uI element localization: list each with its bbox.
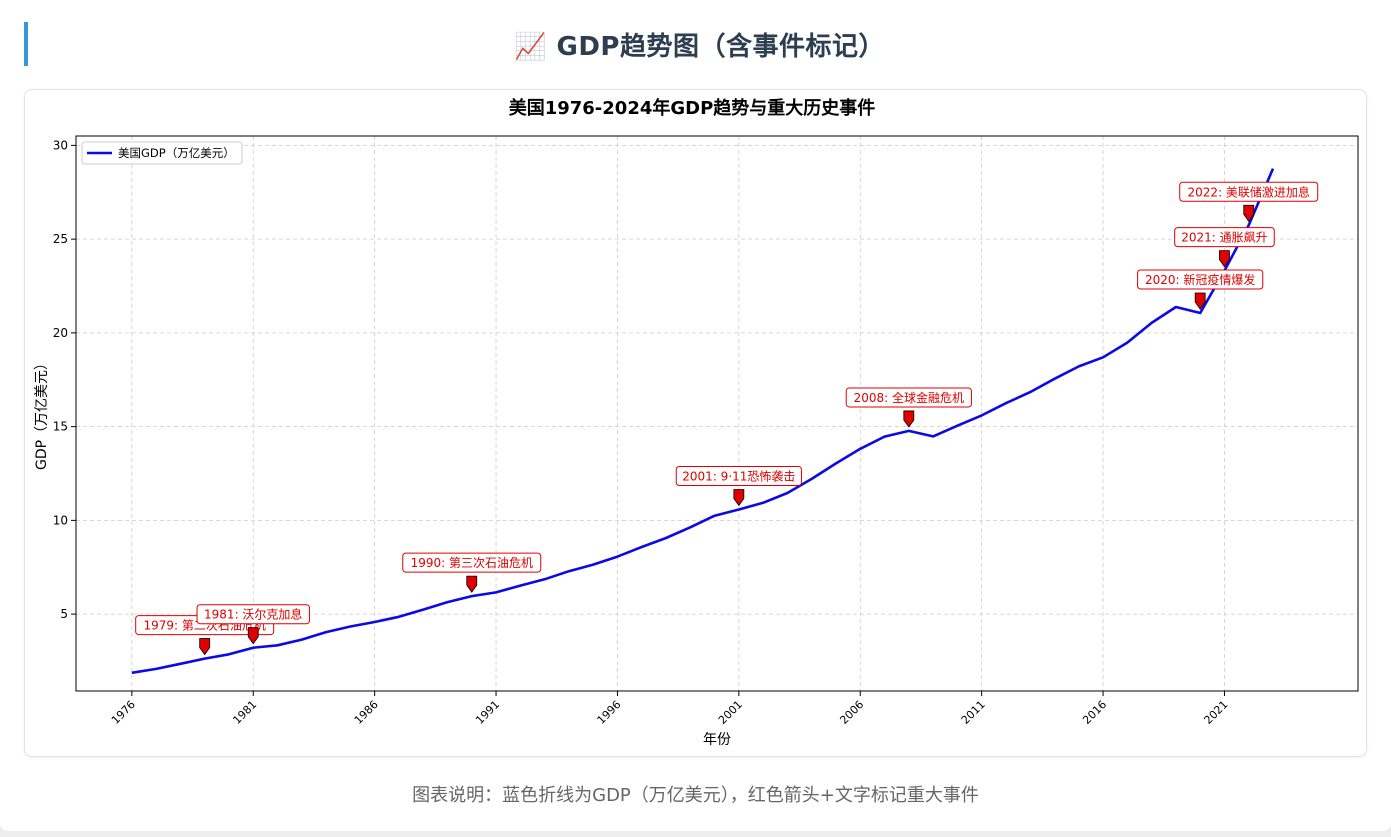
event-annotation: 1990: 第三次石油危机 — [402, 552, 542, 593]
y-tick-label: 10 — [53, 513, 68, 527]
legend-entry-label: 美国GDP（万亿美元） — [118, 146, 235, 160]
event-label-text: 1990: 第三次石油危机 — [411, 556, 533, 570]
chart-card: 美国1976-2024年GDP趋势与重大历史事件 1976 1981 1986 199… — [24, 89, 1367, 757]
x-tick-label: 2016 — [1080, 698, 1109, 727]
legend: 美国GDP（万亿美元） — [81, 141, 243, 165]
event-label-box — [845, 387, 972, 408]
event-arrow-marker — [1219, 250, 1230, 268]
series-layer — [131, 168, 1275, 675]
y-tick-label: 5 — [60, 607, 68, 621]
event-annotation: 2008: 全球金融危机 — [845, 387, 972, 428]
event-arrow-marker — [1243, 204, 1255, 222]
gdp-series-line — [131, 168, 1275, 675]
y-tick-label: 25 — [53, 232, 68, 246]
x-tick-label: 1996 — [595, 698, 624, 727]
x-tick-label: 2011 — [959, 698, 988, 727]
event-annotation: 2001: 9·11恐怖袭击 — [675, 466, 802, 507]
page-title: 📈 GDP趋势图（含事件标记） — [514, 32, 885, 62]
event-annotation: 2021: 通胀飙升 — [1174, 227, 1275, 268]
chart-caption: 图表说明：蓝色折线为GDP（万亿美元），红色箭头+文字标记重大事件 — [412, 785, 979, 806]
y-tick-label: 20 — [53, 326, 68, 340]
x-tick-label: 1981 — [230, 698, 259, 727]
event-annotation: 2022: 美联储激进加息 — [1179, 181, 1319, 222]
event-label-box — [196, 604, 310, 625]
event-label-text: 2001: 9·11恐怖袭击 — [682, 469, 795, 484]
event-annotation: 1981: 沃尔克加息 — [196, 604, 310, 645]
event-arrow-marker — [247, 627, 259, 645]
gdp-line-chart: 美国1976-2024年GDP趋势与重大历史事件 1976 1981 1986 199… — [34, 97, 1359, 748]
legend-box — [81, 141, 243, 165]
y-tick-label: 15 — [53, 420, 68, 434]
event-arrow-marker — [466, 575, 478, 593]
event-arrow-marker — [903, 410, 915, 428]
event-label-box — [675, 466, 802, 486]
x-tick-label: 2001 — [716, 698, 745, 727]
event-label-text: 2022: 美联储激进加息 — [1188, 184, 1310, 199]
event-label-box — [1137, 269, 1264, 290]
x-tick-label: 1976 — [109, 698, 138, 727]
x-tick-label: 2006 — [837, 698, 866, 727]
event-label-box — [1174, 227, 1275, 248]
event-arrow-marker — [1194, 292, 1206, 310]
event-label-text: 2008: 全球金融危机 — [854, 390, 964, 405]
page-header: 📈 GDP趋势图（含事件标记） — [24, 22, 1371, 66]
chart-title: 美国1976-2024年GDP趋势与重大历史事件 — [509, 97, 876, 119]
event-arrow-marker — [199, 638, 211, 656]
event-label-box — [1179, 181, 1319, 202]
grid-lines — [76, 136, 1358, 691]
y-tick-label: 30 — [53, 138, 68, 152]
x-tick-label: 2021 — [1202, 698, 1231, 727]
plot-frame — [75, 135, 1359, 692]
x-tick-label: 1991 — [473, 698, 502, 727]
y-axis-label: GDP（万亿美元） — [34, 356, 50, 470]
event-arrow-marker — [733, 489, 745, 507]
event-label-box — [402, 552, 542, 573]
event-label-text: 2021: 通胀飙升 — [1181, 230, 1267, 245]
y-axis-ticks: 5 10 15 20 25 30 — [53, 138, 76, 621]
event-label-text: 2020: 新冠疫情爆发 — [1145, 272, 1255, 287]
x-axis-label: 年份 — [703, 732, 731, 748]
x-axis-ticks: 1976 1981 1986 1991 1996 2001 2006 2011 2016 2021 — [109, 691, 1231, 727]
event-label-text: 1981: 沃尔克加息 — [204, 607, 302, 622]
x-tick-label: 1986 — [352, 698, 381, 727]
event-annotation: 2020: 新冠疫情爆发 — [1137, 269, 1264, 310]
